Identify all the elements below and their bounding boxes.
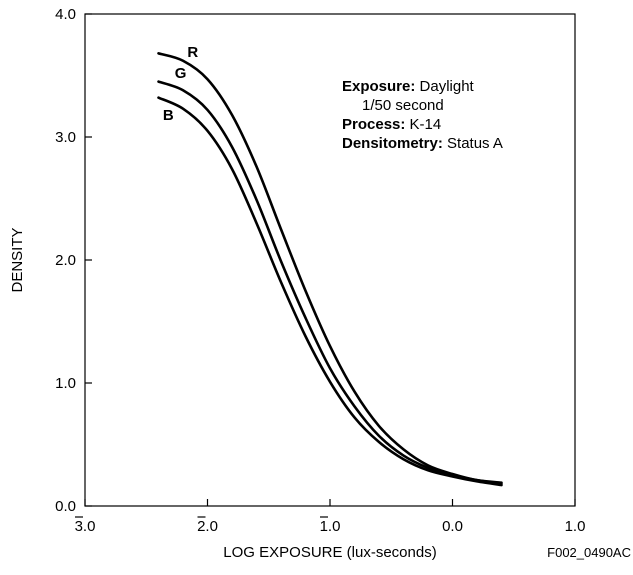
annotation-value: Status A	[443, 135, 503, 152]
series-line-g	[157, 80, 503, 486]
series-labels: RG B	[163, 44, 199, 124]
series-label-b: B	[163, 107, 174, 124]
x-tick-label: 1.0	[320, 518, 341, 535]
y-tick-label: 1.0	[55, 375, 76, 392]
annotation-value: Daylight	[415, 78, 474, 95]
x-axis-ticks: 3.0 2.0 1.0 0.0 1.0	[75, 499, 586, 535]
x-tick-label: 3.0	[75, 518, 96, 535]
annotation-line: Exposure: Daylight	[342, 78, 475, 95]
series-line-b	[157, 96, 503, 487]
series-label-g: G	[175, 65, 187, 82]
annotation-line: Densitometry: Status A	[342, 135, 503, 152]
x-tick-label: 0.0	[442, 518, 463, 535]
y-tick-label: 4.0	[55, 6, 76, 23]
annotation-line: Process: K-14	[342, 116, 441, 133]
series-label-r: R	[187, 44, 198, 61]
annotation-value: K-14	[405, 116, 441, 133]
x-axis-label: LOG EXPOSURE (lux-seconds)	[223, 544, 436, 561]
y-axis-ticks: 0.0 1.0 2.0 3.0 4.0	[55, 6, 92, 515]
y-tick-label: 0.0	[55, 498, 76, 515]
annotation-key: Exposure:	[342, 78, 415, 95]
series-lines	[157, 52, 503, 487]
x-tick-label: 1.0	[565, 518, 586, 535]
y-tick-label: 2.0	[55, 252, 76, 269]
annotation-key: Densitometry:	[342, 135, 443, 152]
annotation-line: 1/50 second	[362, 97, 444, 114]
figure-id: F002_0490AC	[547, 545, 631, 560]
y-axis-label: DENSITY	[9, 227, 26, 292]
annotation-value: 1/50 second	[362, 97, 444, 114]
series-line-r	[157, 52, 503, 484]
annotation-key: Process:	[342, 116, 405, 133]
x-tick-label: 2.0	[197, 518, 218, 535]
y-tick-label: 3.0	[55, 129, 76, 146]
annotation-block: Exposure: Daylight 1/50 second Process: K-…	[342, 78, 503, 152]
plot-area-frame	[84, 13, 576, 507]
